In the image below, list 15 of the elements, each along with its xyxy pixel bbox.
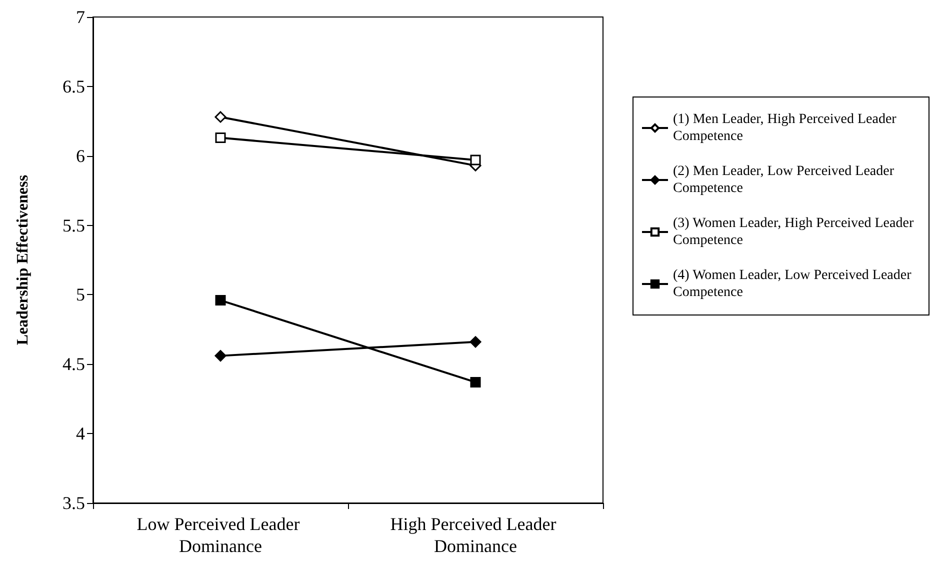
legend-label: (4) Women Leader, Low Perceived Leader Competence: [673, 268, 915, 300]
y-axis-title: Leadership Effectiveness: [14, 174, 32, 346]
x-tick-label: Low Perceived Leader Dominance: [136, 514, 304, 556]
legend-label: (2) Men Leader, Low Perceived Leader Competence: [673, 164, 898, 196]
legend-label: (1) Men Leader, High Perceived Leader Competence: [673, 112, 900, 144]
legend-label: (3) Women Leader, High Perceived Leader Competence: [673, 216, 918, 248]
y-tick-label: 4.5: [62, 354, 85, 374]
y-tick-label: 6: [76, 146, 85, 166]
y-tick-label: 7: [76, 7, 85, 27]
y-tick-label: 5.5: [62, 215, 85, 236]
y-tick-label: 6.5: [62, 76, 85, 96]
y-tick-label: 3.5: [62, 493, 85, 513]
y-tick-label: 5: [76, 284, 85, 305]
y-tick-label: 4: [76, 424, 85, 444]
x-tick-label: High Perceived Leader Dominance: [390, 514, 561, 556]
